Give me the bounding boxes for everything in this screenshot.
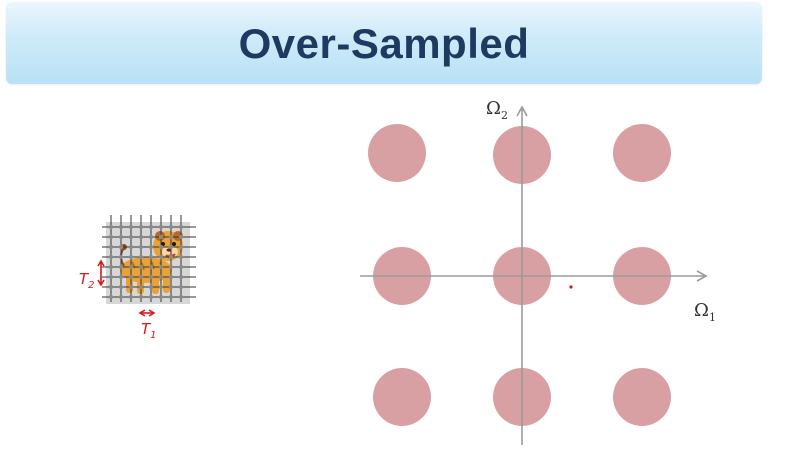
sample-point bbox=[118, 254, 124, 260]
sample-point bbox=[138, 234, 144, 240]
sample-point bbox=[118, 294, 124, 300]
replica-bottom-left bbox=[373, 368, 431, 426]
omega1-arrowhead-icon bbox=[696, 270, 708, 282]
replica-top-left bbox=[368, 124, 426, 182]
t1-label: T1 bbox=[141, 320, 157, 341]
sample-point bbox=[178, 234, 184, 240]
sample-point bbox=[158, 274, 164, 280]
sample-point bbox=[158, 244, 164, 250]
replica-bottom-right bbox=[613, 368, 671, 426]
sample-point bbox=[138, 244, 144, 250]
sample-point bbox=[168, 294, 174, 300]
sample-point bbox=[138, 254, 144, 260]
sample-point bbox=[168, 264, 174, 270]
sample-point bbox=[128, 274, 134, 280]
sample-point bbox=[148, 274, 154, 280]
sample-point bbox=[128, 244, 134, 250]
sample-point bbox=[168, 274, 174, 280]
sample-point bbox=[178, 254, 184, 260]
sample-point bbox=[138, 274, 144, 280]
sample-point bbox=[178, 294, 184, 300]
sample-point bbox=[108, 294, 114, 300]
sample-point bbox=[138, 264, 144, 270]
frequency-axes bbox=[360, 105, 708, 445]
sample-point bbox=[128, 224, 134, 230]
omega1-label: Ω1 bbox=[694, 300, 716, 324]
sample-point bbox=[168, 244, 174, 250]
sample-point bbox=[178, 284, 184, 290]
sample-point bbox=[148, 224, 154, 230]
sample-point bbox=[148, 244, 154, 250]
sample-point bbox=[148, 254, 154, 260]
sample-point bbox=[158, 284, 164, 290]
sample-point bbox=[118, 284, 124, 290]
sample-point bbox=[168, 254, 174, 260]
sample-point bbox=[128, 234, 134, 240]
sample-point bbox=[178, 224, 184, 230]
sample-point bbox=[158, 294, 164, 300]
sample-point bbox=[178, 274, 184, 280]
sampled-image bbox=[102, 215, 196, 304]
sample-point bbox=[128, 264, 134, 270]
sample-point bbox=[108, 274, 114, 280]
omega2-arrowhead-icon bbox=[516, 105, 528, 117]
sample-point bbox=[158, 264, 164, 270]
t2-label: T2 bbox=[79, 270, 95, 291]
sample-point bbox=[128, 254, 134, 260]
sample-point bbox=[108, 254, 114, 260]
sample-point bbox=[158, 234, 164, 240]
sample-point bbox=[168, 224, 174, 230]
sample-point bbox=[118, 274, 124, 280]
title-bar: Over-Sampled bbox=[6, 2, 762, 84]
sample-point bbox=[118, 264, 124, 270]
sample-point bbox=[178, 264, 184, 270]
annotation-t1: T1 bbox=[138, 309, 157, 341]
sample-point bbox=[128, 294, 134, 300]
sample-point bbox=[108, 244, 114, 250]
sample-point bbox=[168, 284, 174, 290]
sample-point bbox=[108, 224, 114, 230]
sample-point bbox=[178, 244, 184, 250]
annotation-t2: T2 bbox=[79, 259, 105, 291]
sample-point bbox=[158, 224, 164, 230]
spectrum-replicas bbox=[368, 124, 671, 426]
sample-point bbox=[168, 234, 174, 240]
omega2-label: Ω2 bbox=[486, 98, 508, 122]
sample-point bbox=[148, 284, 154, 290]
sample-point bbox=[108, 264, 114, 270]
sample-point bbox=[138, 294, 144, 300]
sample-point bbox=[148, 264, 154, 270]
pointer-mark bbox=[569, 285, 573, 289]
sample-point bbox=[138, 284, 144, 290]
replica-top-right bbox=[613, 124, 671, 182]
sample-point bbox=[148, 294, 154, 300]
sample-point bbox=[118, 234, 124, 240]
sample-point bbox=[128, 284, 134, 290]
sample-point bbox=[148, 234, 154, 240]
sample-point bbox=[118, 224, 124, 230]
slide-title: Over-Sampled bbox=[238, 20, 530, 67]
sample-point bbox=[108, 284, 114, 290]
sample-point bbox=[118, 244, 124, 250]
sample-points bbox=[108, 224, 184, 300]
sample-point bbox=[138, 224, 144, 230]
sample-point bbox=[108, 234, 114, 240]
sample-point bbox=[158, 254, 164, 260]
